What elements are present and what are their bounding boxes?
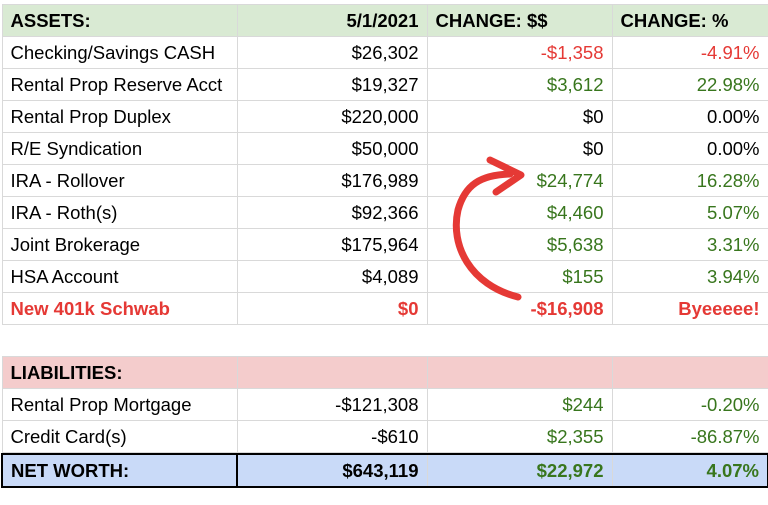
liabilities-header-label[interactable]: LIABILITIES: xyxy=(1,356,238,389)
empty-cell[interactable] xyxy=(236,356,428,389)
empty-cell[interactable] xyxy=(426,324,613,357)
net-worth-change[interactable]: $22,972 xyxy=(426,453,613,488)
asset-pct[interactable]: -4.91% xyxy=(611,36,768,69)
liability-name[interactable]: Rental Prop Mortgage xyxy=(1,388,238,421)
asset-value[interactable]: $26,302 xyxy=(236,36,428,69)
asset-value[interactable]: $0 xyxy=(236,292,428,325)
blank-row xyxy=(1,324,768,357)
liability-pct[interactable]: -0.20% xyxy=(611,388,768,421)
liability-name[interactable]: Credit Card(s) xyxy=(1,420,238,453)
net-worth-label[interactable]: NET WORTH: xyxy=(1,453,238,488)
table-row: Joint Brokerage $175,964 $5,638 3.31% xyxy=(1,228,768,261)
table-row: IRA - Roth(s) $92,366 $4,460 5.07% xyxy=(1,196,768,229)
asset-change[interactable]: $5,638 xyxy=(426,228,613,261)
asset-value[interactable]: $50,000 xyxy=(236,132,428,165)
asset-pct[interactable]: 22.98% xyxy=(611,68,768,101)
asset-pct[interactable]: Byeeeee! xyxy=(611,292,768,325)
asset-change[interactable]: $24,774 xyxy=(426,164,613,197)
asset-value[interactable]: $92,366 xyxy=(236,196,428,229)
table-row: Checking/Savings CASH $26,302 -$1,358 -4… xyxy=(1,36,768,69)
asset-name[interactable]: HSA Account xyxy=(1,260,238,293)
liability-pct[interactable]: -86.87% xyxy=(611,420,768,453)
asset-name[interactable]: Rental Prop Reserve Acct xyxy=(1,68,238,101)
asset-name[interactable]: IRA - Roth(s) xyxy=(1,196,238,229)
net-worth-pct[interactable]: 4.07% xyxy=(611,453,768,488)
net-worth-value[interactable]: $643,119 xyxy=(236,453,428,488)
table-row: Rental Prop Reserve Acct $19,327 $3,612 … xyxy=(1,68,768,101)
table-row: HSA Account $4,089 $155 3.94% xyxy=(1,260,768,293)
empty-cell[interactable] xyxy=(426,356,613,389)
asset-name[interactable]: IRA - Rollover xyxy=(1,164,238,197)
asset-value[interactable]: $19,327 xyxy=(236,68,428,101)
change-dollars-header[interactable]: CHANGE: $$ xyxy=(426,4,613,37)
empty-cell[interactable] xyxy=(611,356,768,389)
table-row: R/E Syndication $50,000 $0 0.00% xyxy=(1,132,768,165)
liability-value[interactable]: -$610 xyxy=(236,420,428,453)
liability-value[interactable]: -$121,308 xyxy=(236,388,428,421)
asset-change[interactable]: -$1,358 xyxy=(426,36,613,69)
assets-header-label[interactable]: ASSETS: xyxy=(1,4,238,37)
liabilities-header-row: LIABILITIES: xyxy=(1,356,768,389)
net-worth-row: NET WORTH: $643,119 $22,972 4.07% xyxy=(1,453,768,488)
asset-name[interactable]: Joint Brokerage xyxy=(1,228,238,261)
assets-header-row: ASSETS: 5/1/2021 CHANGE: $$ CHANGE: % xyxy=(1,4,768,37)
date-header[interactable]: 5/1/2021 xyxy=(236,4,428,37)
table-row: IRA - Rollover $176,989 $24,774 16.28% xyxy=(1,164,768,197)
empty-cell[interactable] xyxy=(611,324,768,357)
change-pct-header[interactable]: CHANGE: % xyxy=(611,4,768,37)
asset-pct[interactable]: 0.00% xyxy=(611,100,768,133)
asset-change[interactable]: $4,460 xyxy=(426,196,613,229)
asset-value[interactable]: $176,989 xyxy=(236,164,428,197)
table-row: Credit Card(s) -$610 $2,355 -86.87% xyxy=(1,420,768,453)
asset-change[interactable]: $155 xyxy=(426,260,613,293)
asset-pct[interactable]: 3.94% xyxy=(611,260,768,293)
asset-name[interactable]: New 401k Schwab xyxy=(1,292,238,325)
asset-change[interactable]: -$16,908 xyxy=(426,292,613,325)
asset-name[interactable]: R/E Syndication xyxy=(1,132,238,165)
asset-name[interactable]: Rental Prop Duplex xyxy=(1,100,238,133)
asset-pct[interactable]: 16.28% xyxy=(611,164,768,197)
asset-change[interactable]: $3,612 xyxy=(426,68,613,101)
table-row: Rental Prop Mortgage -$121,308 $244 -0.2… xyxy=(1,388,768,421)
asset-pct[interactable]: 3.31% xyxy=(611,228,768,261)
table-row: Rental Prop Duplex $220,000 $0 0.00% xyxy=(1,100,768,133)
asset-name[interactable]: Checking/Savings CASH xyxy=(1,36,238,69)
asset-value[interactable]: $4,089 xyxy=(236,260,428,293)
net-worth-table: ASSETS: 5/1/2021 CHANGE: $$ CHANGE: % Ch… xyxy=(1,4,768,488)
table-row: New 401k Schwab $0 -$16,908 Byeeeee! xyxy=(1,292,768,325)
liability-change[interactable]: $2,355 xyxy=(426,420,613,453)
asset-value[interactable]: $175,964 xyxy=(236,228,428,261)
asset-pct[interactable]: 0.00% xyxy=(611,132,768,165)
liability-change[interactable]: $244 xyxy=(426,388,613,421)
asset-value[interactable]: $220,000 xyxy=(236,100,428,133)
asset-change[interactable]: $0 xyxy=(426,132,613,165)
empty-cell[interactable] xyxy=(1,324,238,357)
empty-cell[interactable] xyxy=(236,324,428,357)
asset-change[interactable]: $0 xyxy=(426,100,613,133)
asset-pct[interactable]: 5.07% xyxy=(611,196,768,229)
